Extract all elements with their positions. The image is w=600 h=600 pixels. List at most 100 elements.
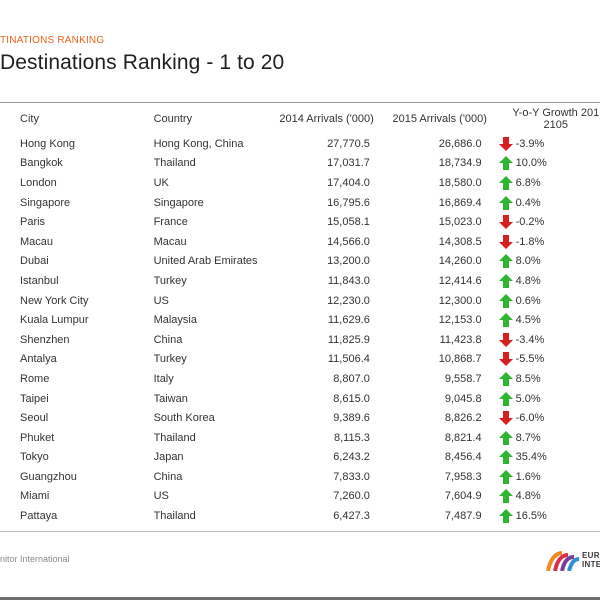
cell-arrivals-2014: 9,389.6: [333, 412, 370, 425]
growth-value: -3.9%: [515, 137, 545, 150]
bottom-divider: [0, 531, 600, 532]
cell-growth: 8.0%: [498, 252, 600, 272]
cell-growth: -3.4%: [498, 330, 600, 350]
cell-arrivals-2015: 12,300.0: [438, 294, 482, 307]
cell-city: Istanbul: [20, 274, 59, 287]
growth-wrapper: -3.4%: [498, 332, 600, 348]
cell-growth: 1.6%: [498, 467, 600, 487]
arrow-up-icon: [498, 254, 513, 269]
cell-growth: 8.7%: [498, 428, 600, 448]
growth-value: 4.5%: [515, 314, 541, 327]
cell-arrivals-2015: 12,153.0: [438, 314, 482, 327]
cell-arrivals-2014: 6,427.3: [333, 510, 370, 523]
table-row: Kuala Lumpur Malaysia 11,629.6 12,153.0 4.5%: [0, 310, 600, 330]
cell-city: Singapore: [20, 196, 71, 209]
growth-wrapper: 4.8%: [498, 273, 600, 289]
cell-growth: 4.8%: [498, 487, 600, 507]
cell-arrivals-2014: 17,404.0: [327, 176, 370, 189]
growth-wrapper: 0.4%: [498, 195, 600, 211]
cell-arrivals-2014: 11,825.9: [327, 333, 370, 346]
arrow-up-icon: [498, 313, 513, 328]
cell-arrivals-2014: 17,031.7: [327, 157, 370, 170]
header-city: City: [20, 113, 39, 125]
cell-arrivals-2015: 8,456.4: [444, 451, 482, 464]
cell-arrivals-2014: 6,243.2: [333, 451, 370, 464]
growth-value: -0.2%: [515, 216, 545, 229]
cell-arrivals-2015: 8,826.2: [444, 412, 482, 425]
cell-country: US: [153, 294, 169, 307]
header-arrivals-2014: 2014 Arrivals ('000): [279, 113, 374, 125]
cell-growth: 16.5%: [498, 506, 600, 526]
growth-wrapper: 4.8%: [498, 488, 600, 504]
cell-growth: -3.9%: [498, 134, 600, 154]
table-row: Shenzhen China 11,825.9 11,423.8 -3.4%: [0, 330, 600, 350]
cell-country: South Korea: [153, 412, 215, 425]
cell-growth: -6.0%: [498, 408, 600, 428]
cell-country: US: [153, 490, 169, 503]
cell-arrivals-2015: 18,580.0: [438, 176, 482, 189]
cell-arrivals-2015: 7,604.9: [444, 490, 482, 503]
growth-wrapper: -6.0%: [498, 410, 600, 426]
cell-city: Shenzhen: [20, 333, 70, 346]
arrow-up-icon: [498, 450, 513, 465]
table-row: Antalya Turkey 11,506.4 10,868.7 -5.5%: [0, 350, 600, 370]
growth-value: 4.8%: [515, 490, 541, 503]
arrow-up-icon: [498, 489, 513, 504]
cell-arrivals-2014: 14,566.0: [327, 235, 370, 248]
cell-country: France: [153, 216, 188, 229]
cell-city: Antalya: [20, 353, 57, 366]
cell-arrivals-2014: 11,629.6: [327, 314, 370, 327]
table-row: Guangzhou China 7,833.0 7,958.3 1.6%: [0, 467, 600, 487]
cell-country: UK: [153, 176, 169, 189]
growth-wrapper: -1.8%: [498, 234, 600, 250]
arrow-down-icon: [498, 234, 513, 249]
arrow-down-icon: [498, 215, 513, 230]
table-row: Hong Kong Hong Kong, China 27,770.5 26,686.…: [0, 134, 600, 154]
table-body: Hong Kong Hong Kong, China 27,770.5 26,686.…: [0, 134, 600, 526]
cell-arrivals-2015: 14,260.0: [438, 255, 482, 268]
cell-city: New York City: [20, 294, 89, 307]
logo-stripes-icon: [546, 551, 580, 572]
cell-city: Bangkok: [20, 157, 63, 170]
arrow-up-icon: [498, 371, 513, 386]
growth-value: 0.4%: [515, 196, 541, 209]
cell-growth: 4.5%: [498, 310, 600, 330]
arrow-up-icon: [498, 156, 513, 171]
cell-arrivals-2015: 7,958.3: [444, 470, 482, 483]
cell-city: Seoul: [20, 412, 49, 425]
cell-city: Phuket: [20, 431, 55, 444]
arrow-up-icon: [498, 509, 513, 524]
cell-arrivals-2015: 10,868.7: [438, 353, 482, 366]
cell-country: Thailand: [153, 157, 196, 170]
arrow-down-icon: [498, 411, 513, 426]
growth-wrapper: 16.5%: [498, 508, 600, 524]
cell-arrivals-2014: 12,230.0: [327, 294, 370, 307]
cell-growth: 8.5%: [498, 369, 600, 389]
growth-wrapper: 35.4%: [498, 449, 600, 465]
arrow-up-icon: [498, 175, 513, 190]
arrow-up-icon: [498, 430, 513, 445]
header-country: Country: [153, 113, 193, 125]
table-row: Paris France 15,058.1 15,023.0 -0.2%: [0, 212, 600, 232]
cell-arrivals-2014: 8,115.3: [334, 431, 370, 444]
table-row: Rome Italy 8,807.0 9,558.7 8.5%: [0, 369, 600, 389]
cell-arrivals-2014: 15,058.1: [327, 216, 370, 229]
cell-growth: 0.6%: [498, 291, 600, 311]
growth-wrapper: 10.0%: [498, 155, 600, 171]
growth-value: 1.6%: [515, 470, 541, 483]
cell-city: Paris: [20, 216, 46, 229]
growth-value: -6.0%: [515, 412, 545, 425]
cell-growth: 10.0%: [498, 154, 600, 174]
arrow-up-icon: [498, 273, 513, 288]
cell-country: Turkey: [153, 274, 187, 287]
growth-wrapper: -5.5%: [498, 351, 600, 367]
cell-arrivals-2015: 16,869.4: [438, 196, 482, 209]
table-row: Singapore Singapore 16,795.6 16,869.4 0.4%: [0, 193, 600, 213]
cell-growth: 5.0%: [498, 389, 600, 409]
table-row: New York City US 12,230.0 12,300.0 0.6%: [0, 291, 600, 311]
cell-arrivals-2015: 18,734.9: [438, 157, 482, 170]
brand-logo: EUR INTE: [546, 549, 600, 572]
table-row: Phuket Thailand 8,115.3 8,821.4 8.7%: [0, 428, 600, 448]
arrow-down-icon: [498, 136, 513, 151]
cell-country: Italy: [153, 372, 174, 385]
